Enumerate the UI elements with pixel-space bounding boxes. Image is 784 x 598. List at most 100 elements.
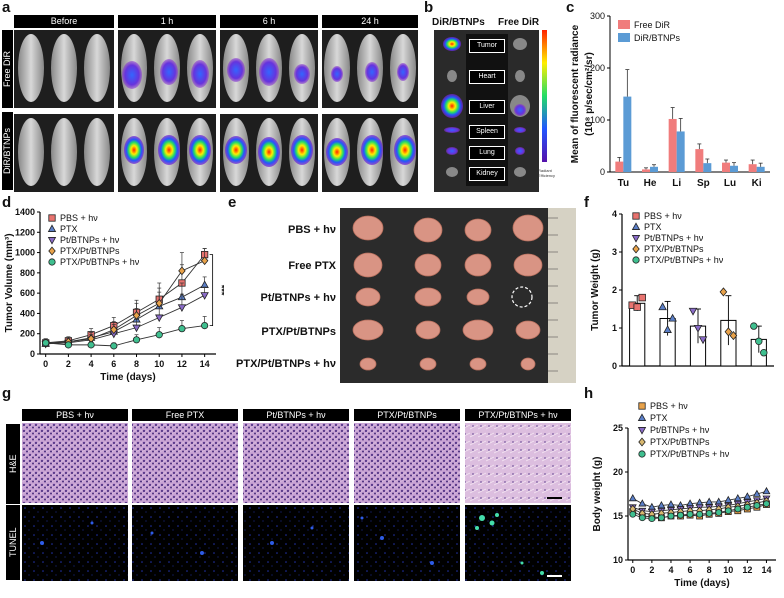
data-point bbox=[724, 327, 733, 337]
panel-a-letter: a bbox=[2, 0, 11, 16]
panel-b-left-title: DiR/BTNPs bbox=[432, 17, 485, 28]
data-point bbox=[87, 341, 95, 349]
x-tick-label: 12 bbox=[742, 565, 752, 575]
data-point bbox=[638, 293, 646, 302]
data-point bbox=[178, 325, 186, 333]
panel-b-scale-text: Radiant Efficiency bbox=[538, 168, 556, 178]
panel-h-letter: h bbox=[584, 385, 594, 402]
data-point bbox=[177, 304, 187, 313]
y-axis-label: Tumor Volume (mm³) bbox=[4, 233, 15, 332]
category-label: Tu bbox=[618, 178, 629, 189]
legend-marker bbox=[638, 402, 646, 410]
legend-label: Free DiR bbox=[634, 20, 671, 30]
organ-label-tumor: Tumor bbox=[469, 39, 505, 53]
data-point bbox=[628, 493, 637, 502]
data-point bbox=[155, 298, 163, 308]
data-point bbox=[752, 489, 761, 497]
data-point bbox=[155, 314, 164, 323]
data-point bbox=[688, 307, 698, 316]
y-tick-label: 3 bbox=[612, 247, 617, 257]
x-tick-label: 6 bbox=[688, 565, 693, 575]
data-point bbox=[734, 505, 742, 513]
legend-label: PTX bbox=[644, 222, 662, 232]
series-line bbox=[45, 325, 205, 347]
data-point bbox=[663, 325, 672, 333]
panel-a-row-label-free-dir: Free DiR bbox=[2, 30, 13, 108]
bar bbox=[748, 164, 757, 172]
organ-label-kidney: Kidney bbox=[469, 167, 505, 181]
y-tick-label: 200 bbox=[590, 63, 605, 73]
organ-label-heart: Heart bbox=[469, 70, 505, 84]
legend-marker bbox=[47, 237, 57, 245]
legend-marker bbox=[637, 427, 647, 435]
data-point bbox=[64, 341, 72, 349]
x-tick-label: 8 bbox=[707, 565, 712, 575]
x-tick-label: 10 bbox=[154, 359, 164, 369]
legend-marker bbox=[638, 437, 646, 447]
data-point bbox=[201, 322, 209, 330]
y-tick-label: 15 bbox=[613, 511, 623, 521]
bar bbox=[756, 166, 765, 172]
data-point bbox=[638, 499, 647, 507]
data-point bbox=[638, 514, 646, 522]
panel-e-tumor-photo bbox=[340, 208, 576, 383]
panel-g-header-4: PTX/Pt/BTNPs bbox=[354, 409, 460, 421]
panel-a-header-24h: 24 h bbox=[322, 15, 418, 28]
y-axis-label: Mean of fluorescent radiance bbox=[570, 24, 581, 163]
bar bbox=[668, 118, 677, 172]
data-point bbox=[724, 495, 733, 503]
data-point bbox=[729, 331, 738, 341]
legend-marker bbox=[48, 214, 56, 222]
data-point bbox=[155, 331, 163, 339]
chart-c: 0 100 200 300 Mean of fluorescent radiance (1… bbox=[570, 11, 770, 189]
y-tick-label: 25 bbox=[613, 423, 623, 433]
legend-label: PBS + hν bbox=[650, 401, 688, 411]
legend-label: PTX/Pt/BTNPs + hν bbox=[644, 255, 724, 265]
y-tick-label: 10 bbox=[613, 555, 623, 565]
legend-marker bbox=[48, 246, 56, 256]
panel-g-header-2: Free PTX bbox=[132, 409, 238, 421]
x-tick-label: 12 bbox=[177, 359, 187, 369]
legend-label: PBS + hν bbox=[644, 211, 682, 221]
legend-marker bbox=[637, 413, 647, 421]
data-point bbox=[693, 324, 703, 333]
x-tick-label: 8 bbox=[134, 359, 139, 369]
bar bbox=[676, 131, 685, 172]
legend-marker bbox=[632, 212, 640, 220]
data-point bbox=[696, 510, 704, 518]
legend-marker bbox=[631, 235, 641, 243]
y-tick-label: 400 bbox=[20, 308, 35, 318]
data-point bbox=[733, 493, 742, 502]
bar bbox=[730, 165, 738, 172]
legend-label: PTX/Pt/BTNPs + hν bbox=[60, 257, 140, 267]
legend-label: DiR/BTNPs bbox=[634, 33, 681, 43]
y-tick-label: 4 bbox=[612, 209, 617, 219]
x-tick-label: 4 bbox=[668, 565, 673, 575]
data-point bbox=[753, 502, 761, 509]
legend-label: PTX/Pt/BTNPs bbox=[650, 437, 710, 447]
legend-swatch bbox=[618, 33, 630, 42]
legend-swatch bbox=[618, 20, 630, 29]
x-tick-label: 2 bbox=[66, 359, 71, 369]
data-point bbox=[668, 313, 677, 322]
x-axis-label: Time (days) bbox=[674, 578, 729, 589]
panel-a-row1 bbox=[14, 30, 418, 108]
legend-label: PTX bbox=[60, 224, 78, 234]
series-line bbox=[45, 254, 205, 344]
x-axis-label: Time (days) bbox=[100, 372, 155, 382]
tumor-label-pt-btnps-hv: Pt/BTNPs + hν bbox=[260, 292, 337, 304]
data-point bbox=[698, 336, 708, 345]
bar bbox=[722, 162, 730, 172]
y-tick-label: 0 bbox=[612, 361, 617, 371]
data-point bbox=[200, 292, 209, 300]
tumor-label-ptx-pt-btnps: PTX/Pt/BTNPs bbox=[261, 326, 336, 338]
data-point bbox=[719, 287, 728, 297]
legend-label: Pt/BTNPs + hν bbox=[60, 235, 120, 245]
data-point bbox=[658, 302, 667, 311]
x-tick-label: 6 bbox=[111, 359, 116, 369]
series-line bbox=[45, 294, 205, 345]
x-tick-label: 4 bbox=[89, 359, 94, 369]
category-label: He bbox=[644, 178, 657, 189]
y-tick-label: 300 bbox=[590, 11, 605, 21]
y-tick-label: 2 bbox=[612, 285, 617, 295]
